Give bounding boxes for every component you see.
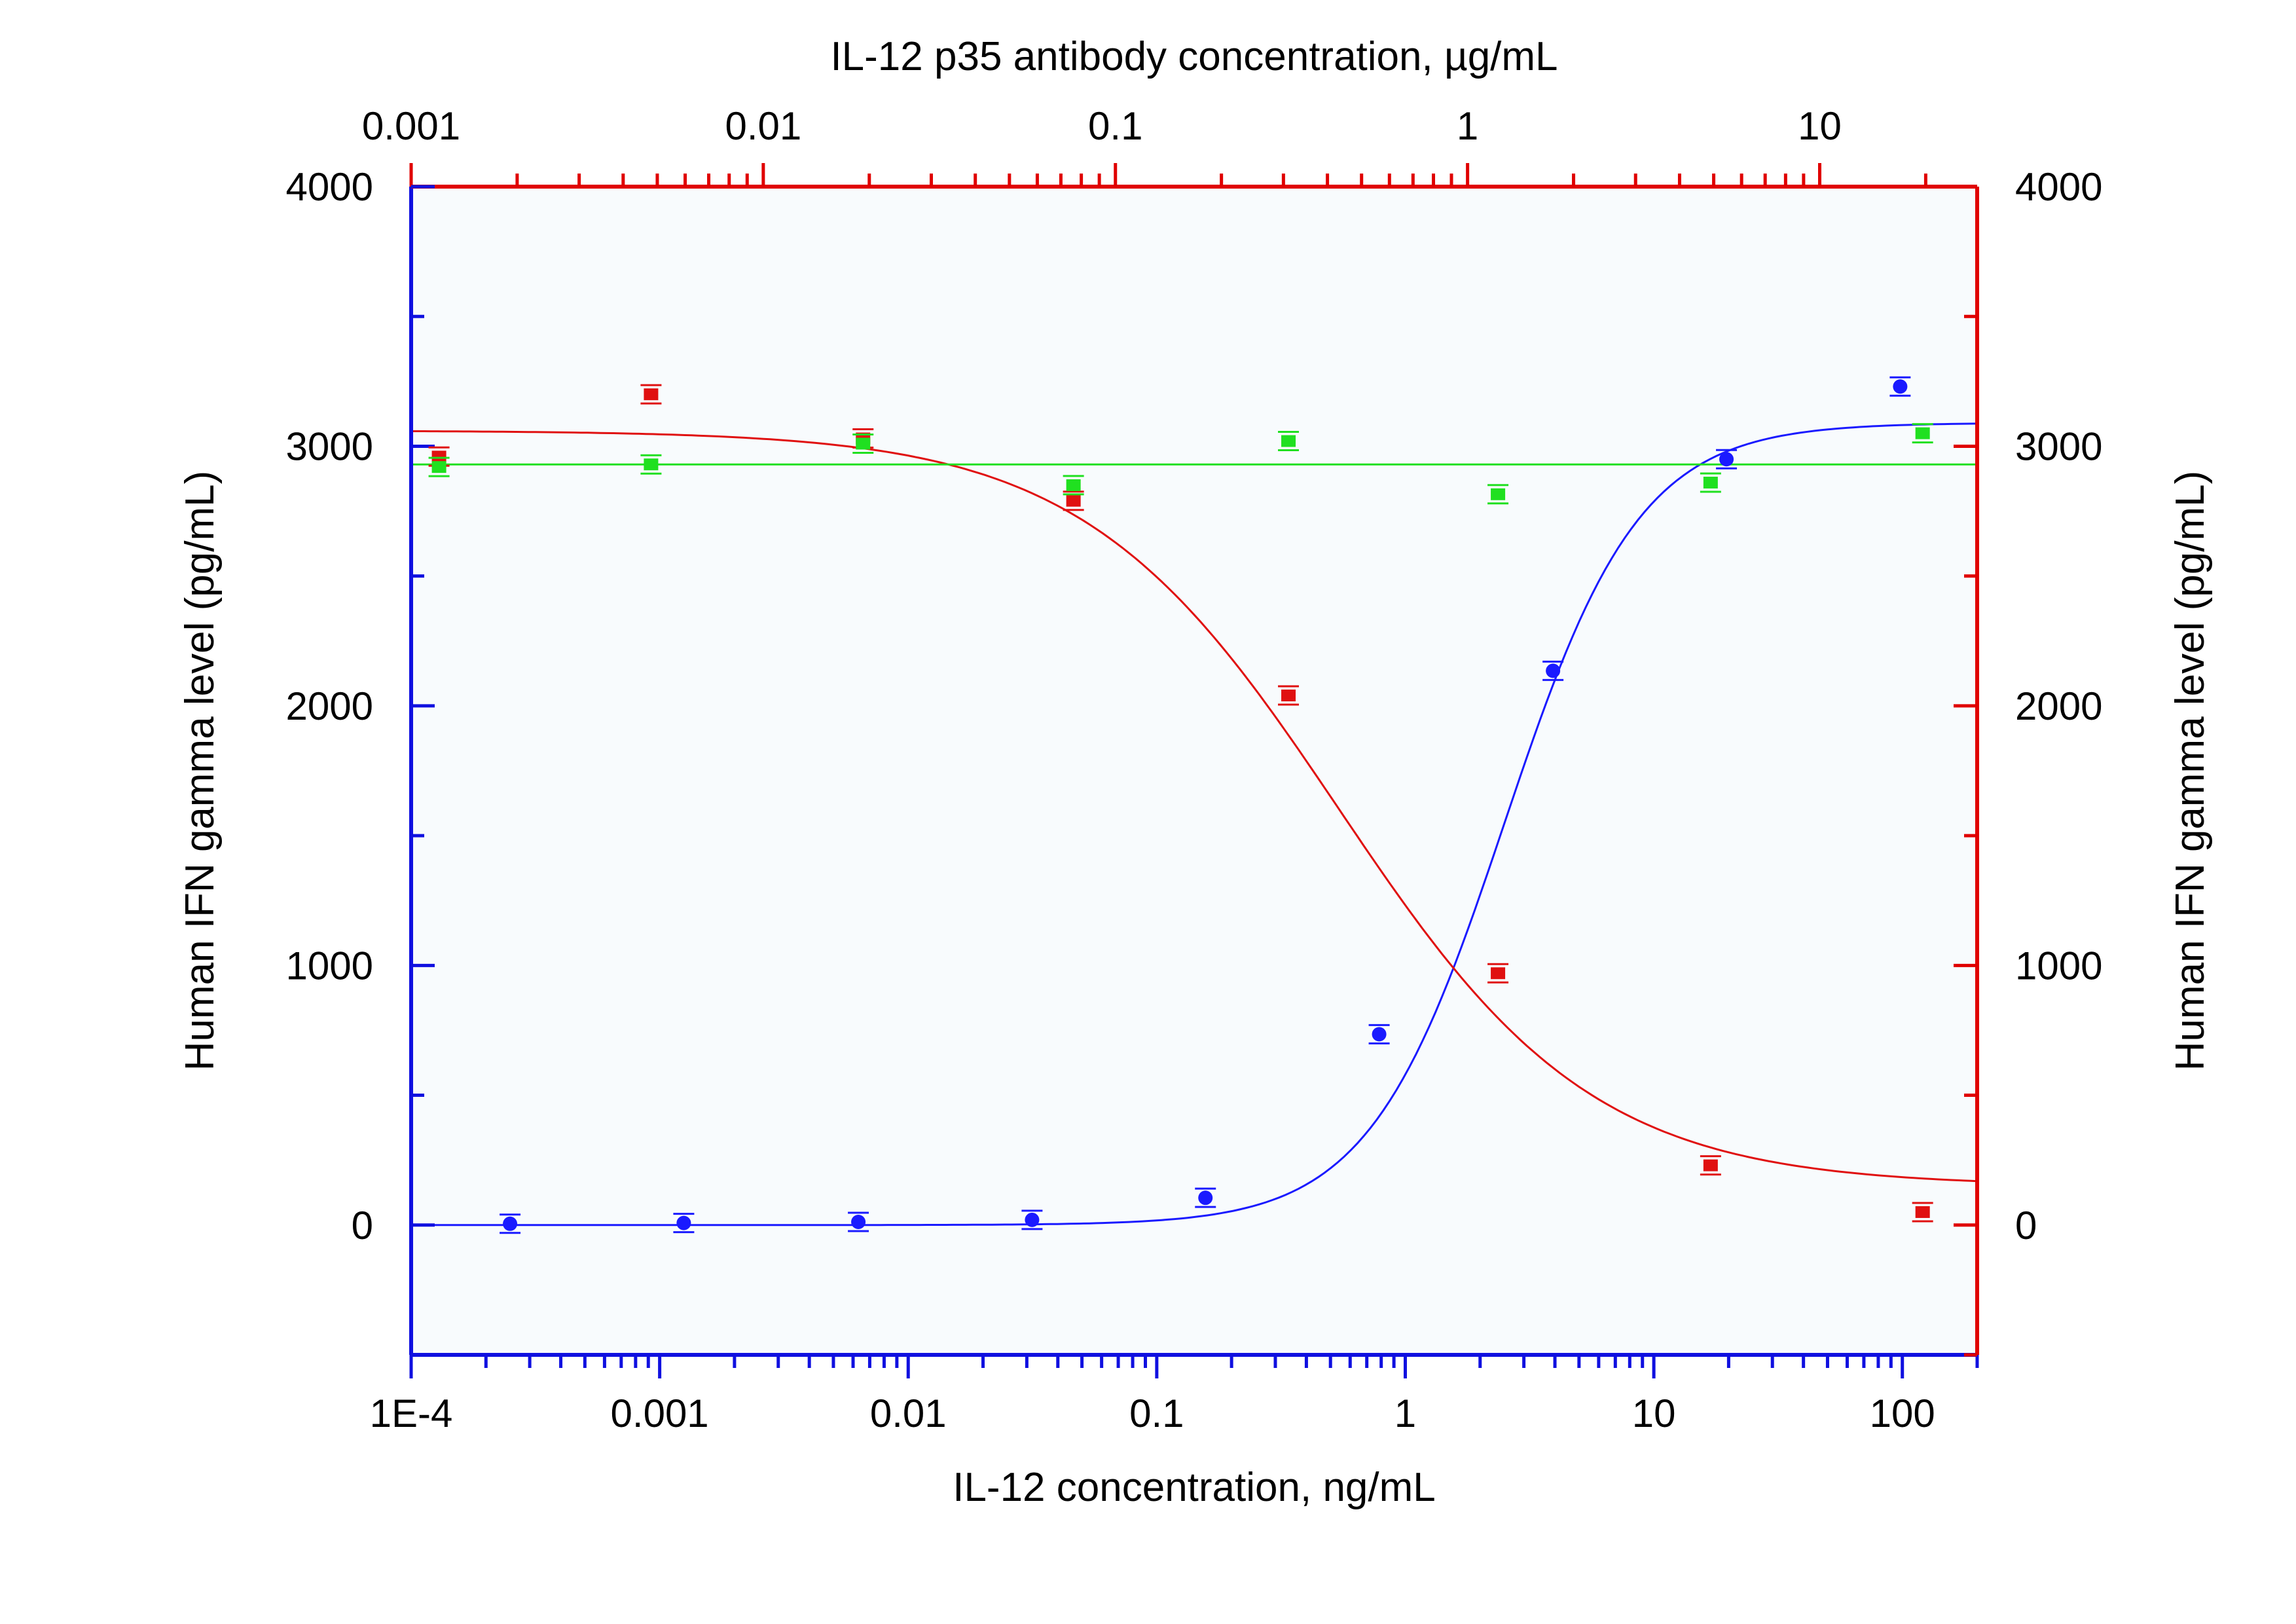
data-point-green [1915,427,1930,439]
tick-labels: 1E-4 0.001 0.01 0.1 1 10 1000.001 0.01 0.1 1 10010… [286,104,2103,1435]
plot-area [411,187,1977,1355]
data-point-red [1703,1159,1718,1172]
data-point-green [1491,488,1506,500]
data-point-blue [851,1215,866,1230]
x-axis-bottom-title: IL-12 concentration, ng/mL [953,1465,1436,1510]
right-y-tick-label: 2000 [2015,684,2102,728]
right-y-tick-label: 3000 [2015,424,2102,468]
axes [409,163,1979,1378]
right-y-tick-label: 0 [2015,1204,2037,1247]
data-point-blue [1893,379,1908,394]
data-point-red [1491,967,1506,980]
y-axis-right-title: Human IFN gamma level (pg/mL) [2168,471,2213,1071]
data-point-green [1281,435,1296,447]
top-x-tick-label: 10 [1798,104,1842,148]
data-point-green [431,461,446,473]
data-point-blue [1198,1190,1213,1206]
data-markers [428,376,1933,1234]
top-x-tick-label: 1 [1457,104,1478,148]
bottom-x-tick-label: 100 [1870,1392,1935,1435]
data-point-blue [1546,663,1561,678]
data-point-green [644,458,659,471]
data-point-blue [1719,452,1734,467]
y-axis-left-title: Human IFN gamma level (pg/mL) [177,471,223,1071]
left-y-tick-label: 3000 [286,424,373,468]
bottom-x-tick-label: 1E-4 [370,1392,453,1435]
data-point-red [1281,690,1296,702]
bottom-x-tick-label: 0.001 [611,1392,709,1435]
data-point-red [644,388,659,401]
data-point-blue [676,1215,691,1230]
fit-curve-red [411,430,1978,1183]
data-point-blue [1025,1212,1040,1227]
bottom-x-tick-label: 0.1 [1129,1392,1184,1435]
fit-curve-blue [411,422,1978,1227]
top-x-tick-label: 0.01 [725,104,801,148]
right-y-tick-label: 4000 [2015,165,2102,209]
data-point-blue [1372,1027,1387,1042]
right-y-tick-label: 1000 [2015,944,2102,987]
left-y-tick-label: 4000 [286,165,373,209]
data-point-red [1066,494,1081,507]
left-y-tick-label: 2000 [286,684,373,728]
data-point-red [1915,1206,1930,1218]
data-point-red [431,451,446,463]
data-point-blue [503,1216,518,1231]
left-y-tick-label: 1000 [286,944,373,987]
data-point-green [1066,479,1081,491]
x-axis-top-title: IL-12 p35 antibody concentration, µg/mL [830,34,1558,79]
data-point-green [856,437,871,450]
top-x-tick-label: 0.1 [1088,104,1142,148]
left-y-tick-label: 0 [352,1204,373,1247]
top-x-tick-label: 0.001 [362,104,460,148]
bottom-x-tick-label: 0.01 [870,1392,947,1435]
bottom-x-tick-label: 10 [1632,1392,1676,1435]
fit-curves [411,422,1978,1227]
data-point-green [1703,476,1718,489]
bottom-x-tick-label: 1 [1394,1392,1416,1435]
